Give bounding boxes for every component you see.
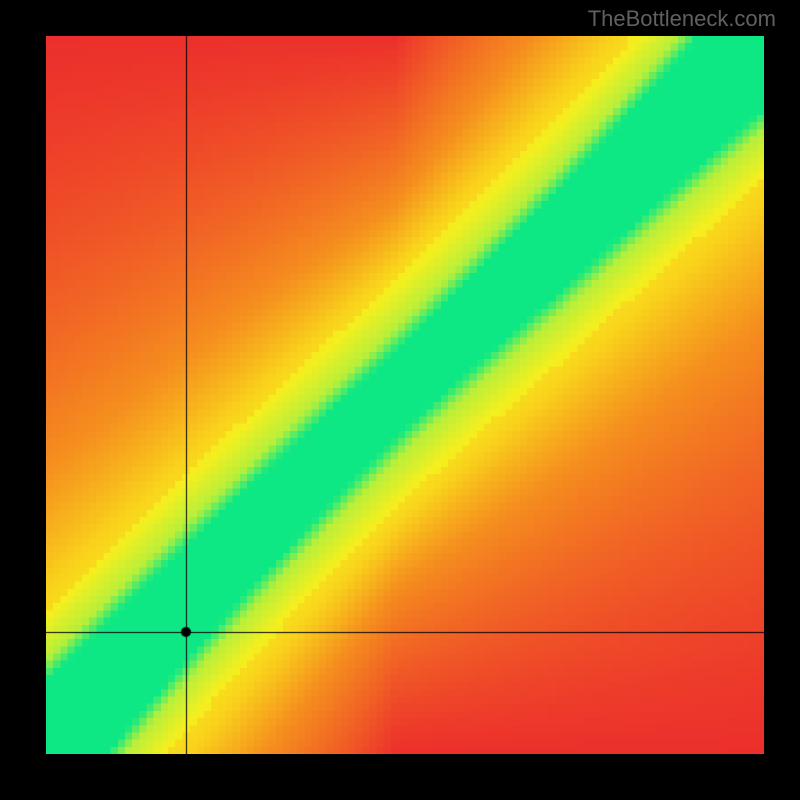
watermark-text: TheBottleneck.com: [588, 6, 776, 32]
crosshair-overlay: [46, 36, 764, 754]
chart-frame: TheBottleneck.com: [0, 0, 800, 800]
